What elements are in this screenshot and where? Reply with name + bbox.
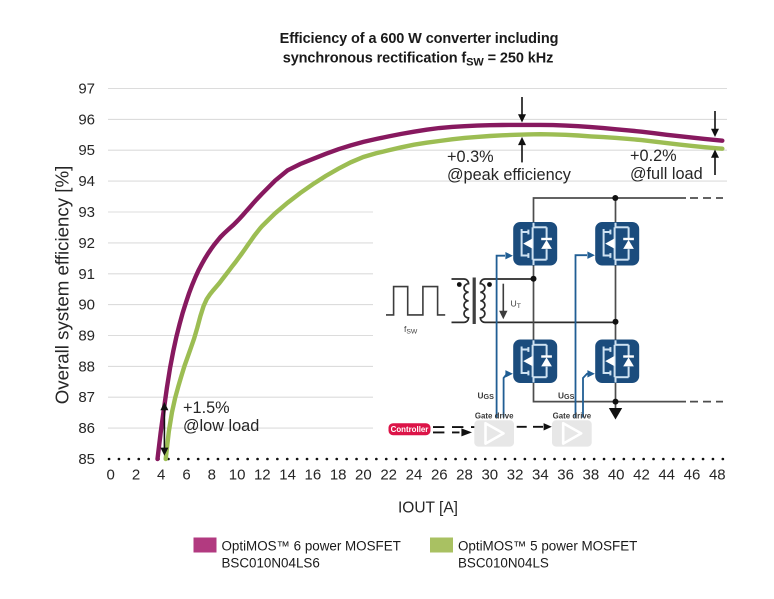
svg-text:42: 42 [633, 467, 650, 484]
svg-text:91: 91 [78, 266, 95, 283]
svg-text:UGS: UGS [478, 390, 495, 401]
svg-text:UT: UT [511, 299, 521, 310]
svg-text:0: 0 [107, 467, 115, 484]
svg-text:90: 90 [78, 297, 95, 314]
svg-text:46: 46 [684, 467, 701, 484]
svg-text:96: 96 [78, 111, 95, 128]
svg-text:14: 14 [279, 467, 296, 484]
svg-text:34: 34 [532, 467, 549, 484]
svg-text:18: 18 [330, 467, 347, 484]
svg-text:BSC010N04LS6: BSC010N04LS6 [222, 555, 320, 570]
svg-text:10: 10 [229, 467, 246, 484]
svg-text:44: 44 [658, 467, 675, 484]
svg-text:26: 26 [431, 467, 448, 484]
svg-text:28: 28 [456, 467, 473, 484]
svg-text:BSC010N04LS: BSC010N04LS [458, 555, 549, 570]
svg-text:@low load: @low load [183, 417, 259, 435]
svg-text:95: 95 [78, 142, 95, 159]
svg-text:89: 89 [78, 328, 95, 345]
svg-text:48: 48 [709, 467, 726, 484]
svg-text:92: 92 [78, 235, 95, 252]
svg-text:+0.3%: +0.3% [447, 148, 494, 166]
svg-text:OptiMOS™ 5 power MOSFET: OptiMOS™ 5 power MOSFET [458, 539, 637, 554]
svg-text:24: 24 [406, 467, 423, 484]
svg-text:OptiMOS™ 6 power MOSFET: OptiMOS™ 6 power MOSFET [222, 539, 401, 554]
svg-text:synchronous rectification fSW: synchronous rectification fSW = 250 kHz [283, 51, 554, 69]
svg-text:87: 87 [78, 389, 95, 406]
svg-text:16: 16 [305, 467, 322, 484]
svg-text:@peak efficiency: @peak efficiency [447, 166, 572, 184]
svg-text:Gate drive: Gate drive [553, 412, 592, 421]
svg-text:IOUT [A]: IOUT [A] [398, 500, 458, 517]
svg-text:4: 4 [157, 467, 165, 484]
svg-text:97: 97 [78, 81, 95, 98]
svg-text:@full load: @full load [630, 165, 703, 183]
svg-text:85: 85 [78, 451, 95, 468]
svg-text:Controller: Controller [391, 425, 429, 434]
svg-text:6: 6 [182, 467, 190, 484]
svg-text:Overall system efficiency [%]: Overall system efficiency [%] [52, 166, 73, 405]
svg-text:38: 38 [583, 467, 600, 484]
svg-text:30: 30 [481, 467, 498, 484]
svg-text:20: 20 [355, 467, 372, 484]
svg-text:+1.5%: +1.5% [183, 399, 230, 417]
svg-text:UGS: UGS [558, 390, 575, 401]
svg-text:fSW: fSW [404, 324, 418, 335]
svg-text:40: 40 [608, 467, 625, 484]
svg-text:36: 36 [557, 467, 574, 484]
svg-text:32: 32 [507, 467, 524, 484]
svg-text:Gate drive: Gate drive [475, 412, 514, 421]
svg-text:8: 8 [208, 467, 216, 484]
svg-text:12: 12 [254, 467, 271, 484]
svg-text:94: 94 [78, 173, 95, 190]
svg-text:+0.2%: +0.2% [630, 147, 677, 165]
svg-text:93: 93 [78, 204, 95, 221]
svg-text:22: 22 [380, 467, 397, 484]
svg-text:86: 86 [78, 420, 95, 437]
svg-text:88: 88 [78, 358, 95, 375]
svg-text:2: 2 [132, 467, 140, 484]
svg-text:Efficiency of a 600 W converte: Efficiency of a 600 W converter includin… [280, 31, 559, 47]
